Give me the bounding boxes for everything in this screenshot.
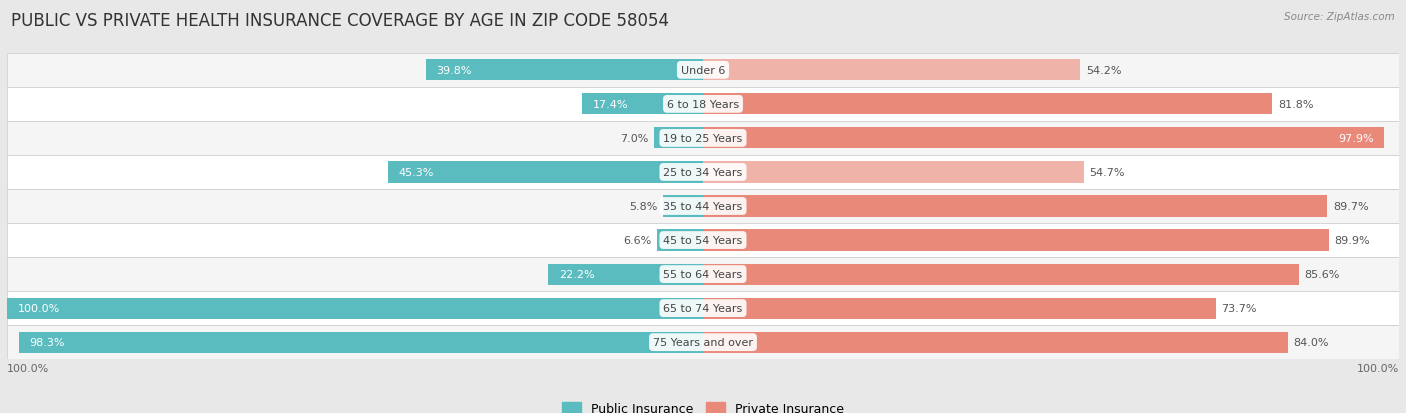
FancyBboxPatch shape bbox=[7, 54, 1399, 88]
Text: 84.0%: 84.0% bbox=[1294, 337, 1329, 347]
Text: 7.0%: 7.0% bbox=[620, 133, 648, 144]
Text: 54.2%: 54.2% bbox=[1085, 66, 1121, 76]
Text: 85.6%: 85.6% bbox=[1305, 269, 1340, 280]
Text: 45 to 54 Years: 45 to 54 Years bbox=[664, 235, 742, 245]
Text: 5.8%: 5.8% bbox=[628, 202, 657, 211]
Bar bbox=[388, 162, 703, 183]
FancyBboxPatch shape bbox=[7, 190, 1399, 223]
FancyBboxPatch shape bbox=[7, 121, 1399, 156]
FancyBboxPatch shape bbox=[7, 257, 1399, 292]
Text: 17.4%: 17.4% bbox=[592, 100, 628, 109]
Bar bbox=[703, 298, 1216, 319]
Bar bbox=[18, 332, 703, 353]
Bar bbox=[426, 60, 703, 81]
Bar bbox=[657, 230, 703, 251]
Text: 35 to 44 Years: 35 to 44 Years bbox=[664, 202, 742, 211]
Text: 81.8%: 81.8% bbox=[1278, 100, 1313, 109]
Text: 75 Years and over: 75 Years and over bbox=[652, 337, 754, 347]
Bar bbox=[703, 60, 1080, 81]
Text: 22.2%: 22.2% bbox=[560, 269, 595, 280]
Text: 98.3%: 98.3% bbox=[30, 337, 65, 347]
Bar bbox=[703, 128, 1385, 149]
Bar bbox=[548, 264, 703, 285]
FancyBboxPatch shape bbox=[7, 88, 1399, 121]
FancyBboxPatch shape bbox=[7, 292, 1399, 325]
Text: 25 to 34 Years: 25 to 34 Years bbox=[664, 168, 742, 178]
FancyBboxPatch shape bbox=[7, 156, 1399, 190]
Bar bbox=[703, 332, 1288, 353]
Text: 100.0%: 100.0% bbox=[7, 363, 49, 373]
Text: 6.6%: 6.6% bbox=[623, 235, 651, 245]
FancyBboxPatch shape bbox=[7, 223, 1399, 257]
Text: 39.8%: 39.8% bbox=[436, 66, 472, 76]
FancyBboxPatch shape bbox=[7, 325, 1399, 359]
Bar bbox=[654, 128, 703, 149]
Text: 89.7%: 89.7% bbox=[1333, 202, 1368, 211]
Bar bbox=[662, 196, 703, 217]
Text: 97.9%: 97.9% bbox=[1339, 133, 1374, 144]
Text: 54.7%: 54.7% bbox=[1090, 168, 1125, 178]
Bar bbox=[703, 94, 1272, 115]
Text: 19 to 25 Years: 19 to 25 Years bbox=[664, 133, 742, 144]
Text: 55 to 64 Years: 55 to 64 Years bbox=[664, 269, 742, 280]
Text: 100.0%: 100.0% bbox=[1357, 363, 1399, 373]
Bar bbox=[703, 230, 1329, 251]
Bar bbox=[703, 162, 1084, 183]
Text: Source: ZipAtlas.com: Source: ZipAtlas.com bbox=[1284, 12, 1395, 22]
Text: 6 to 18 Years: 6 to 18 Years bbox=[666, 100, 740, 109]
Text: 73.7%: 73.7% bbox=[1222, 304, 1257, 313]
Text: 45.3%: 45.3% bbox=[398, 168, 433, 178]
Bar bbox=[703, 264, 1299, 285]
Text: 65 to 74 Years: 65 to 74 Years bbox=[664, 304, 742, 313]
Text: PUBLIC VS PRIVATE HEALTH INSURANCE COVERAGE BY AGE IN ZIP CODE 58054: PUBLIC VS PRIVATE HEALTH INSURANCE COVER… bbox=[11, 12, 669, 30]
Legend: Public Insurance, Private Insurance: Public Insurance, Private Insurance bbox=[557, 397, 849, 413]
Bar bbox=[582, 94, 703, 115]
Text: 100.0%: 100.0% bbox=[17, 304, 59, 313]
Bar bbox=[7, 298, 703, 319]
Text: Under 6: Under 6 bbox=[681, 66, 725, 76]
Text: 89.9%: 89.9% bbox=[1334, 235, 1369, 245]
Bar bbox=[703, 196, 1327, 217]
